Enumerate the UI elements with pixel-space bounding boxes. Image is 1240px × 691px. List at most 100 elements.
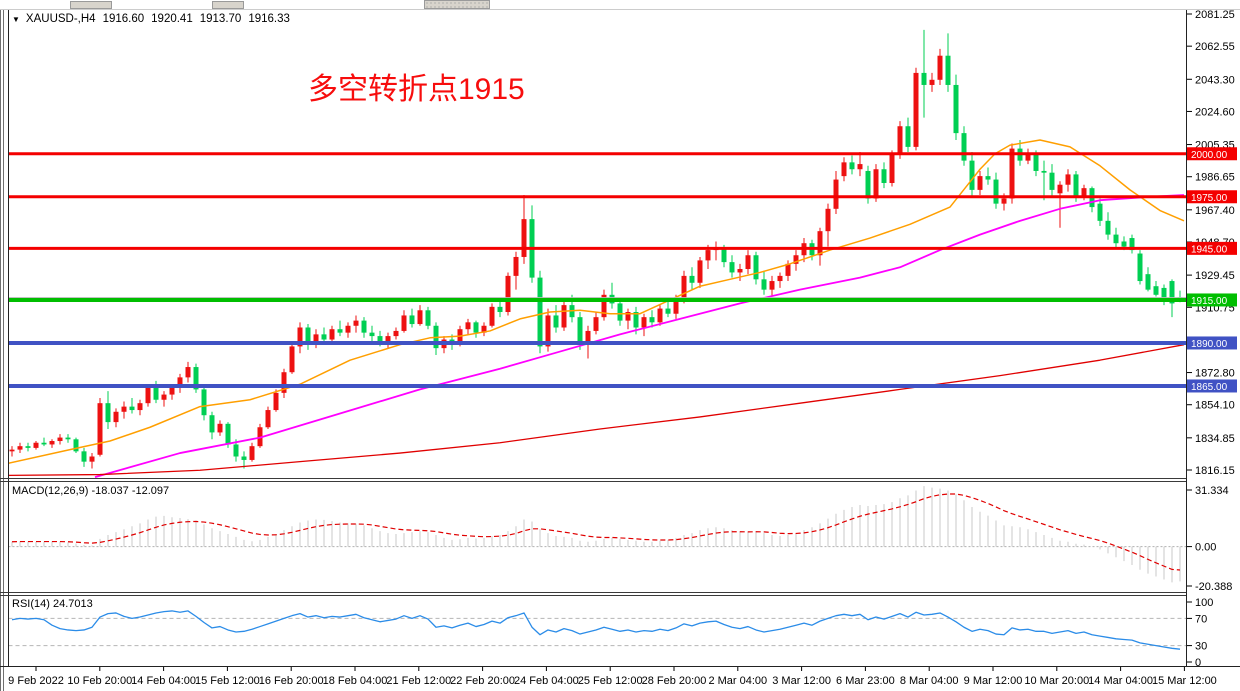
candle-body	[793, 255, 799, 264]
candle-body	[217, 423, 223, 433]
candle-body	[313, 334, 319, 343]
macd-histogram	[11, 486, 1181, 583]
candle-body	[841, 162, 847, 177]
candle-body	[601, 294, 607, 318]
toolbar-fragment[interactable]	[70, 1, 112, 9]
candle-body	[865, 170, 871, 199]
candle-body	[761, 279, 767, 290]
candle-body	[89, 456, 95, 462]
price-tick-label: 1872.80	[1195, 368, 1235, 380]
price-axis[interactable]: 2081.252062.552043.302024.602005.351986.…	[1187, 9, 1237, 669]
candle-body	[913, 72, 919, 147]
candle-body	[145, 387, 151, 404]
candle-body	[345, 325, 351, 333]
candle-body	[681, 275, 687, 299]
time-tick-label: 22 Feb 20:00	[450, 675, 515, 687]
candle-body	[849, 162, 855, 170]
candle-body	[25, 446, 31, 448]
time-tick-label: 25 Feb 12:00	[578, 675, 643, 687]
candle-body	[73, 439, 79, 452]
candle-body	[1065, 174, 1071, 185]
candle-body	[1049, 172, 1055, 190]
candle-body	[233, 444, 239, 457]
candle-body	[1057, 184, 1063, 194]
candle-body	[737, 269, 743, 273]
candle-body	[113, 411, 119, 423]
candle-body	[273, 392, 279, 411]
price-tick-label: 1816.15	[1195, 465, 1235, 477]
candle-body	[833, 179, 839, 209]
candle-body	[161, 394, 167, 400]
candle-body	[977, 176, 983, 190]
main-price-panel[interactable]	[9, 10, 1186, 478]
window-chrome-strip	[0, 0, 1240, 9]
candle-body	[1025, 153, 1031, 161]
candle-body	[1105, 220, 1111, 235]
price-tick-label: 1834.85	[1195, 433, 1235, 445]
toolbar-fragment[interactable]	[424, 0, 490, 9]
ma-mid-line	[94, 194, 1185, 478]
price-tick-label: 2081.25	[1195, 9, 1235, 21]
candle-body	[769, 281, 775, 290]
candle-body	[689, 275, 695, 283]
candle-body	[937, 55, 943, 80]
candle-body	[497, 306, 503, 313]
candle-body	[1033, 153, 1039, 171]
candle-body	[969, 160, 975, 190]
candle-body	[57, 437, 63, 442]
rsi-axis-label: 30	[1195, 641, 1207, 653]
candle-body	[121, 406, 127, 412]
candle-body	[905, 126, 911, 147]
candle-body	[649, 317, 655, 323]
candle-body	[33, 442, 39, 448]
time-tick-label: 6 Mar 23:00	[836, 675, 895, 687]
candle-body	[777, 275, 783, 282]
macd-axis-label: 31.334	[1195, 485, 1229, 497]
candle-body	[385, 336, 391, 343]
candle-body	[697, 260, 703, 283]
candle-body	[17, 446, 23, 450]
candle-body	[897, 126, 903, 154]
time-tick-label: 10 Mar 20:00	[1024, 675, 1089, 687]
candle-body	[1129, 238, 1135, 251]
candle-body	[1161, 287, 1167, 302]
price-tick-label: 1986.65	[1195, 172, 1235, 184]
candle-body	[401, 315, 407, 331]
price-tag-label: 1865.00	[1191, 382, 1228, 393]
time-tick-label: 3 Mar 12:00	[772, 675, 831, 687]
candle-body	[297, 327, 303, 347]
candle-body	[873, 169, 879, 199]
candle-body	[817, 231, 823, 256]
price-tag	[1187, 147, 1237, 161]
candle-body	[729, 262, 735, 273]
open-value: 1916.60	[102, 13, 145, 25]
candle-body	[465, 322, 471, 330]
candle-body	[305, 327, 311, 343]
candle-body	[1145, 274, 1151, 290]
candle-body	[705, 250, 711, 261]
candle-body	[1113, 234, 1119, 244]
candle-body	[921, 72, 927, 85]
price-tag	[1187, 379, 1237, 393]
low-value: 1913.70	[199, 13, 242, 25]
candle-body	[353, 320, 359, 326]
rsi-panel[interactable]	[9, 596, 1186, 666]
time-tick-label: 2 Mar 04:00	[708, 675, 767, 687]
candle-body	[1001, 198, 1007, 204]
price-tick-label: 2062.55	[1195, 41, 1235, 53]
toolbar-fragment[interactable]	[212, 1, 244, 9]
price-tick-label: 1929.45	[1195, 270, 1235, 282]
collapse-chart-icon[interactable]: ▼	[12, 14, 20, 24]
time-tick-label: 16 Feb 20:00	[259, 675, 324, 687]
candle-body	[1009, 148, 1015, 199]
candle-body	[489, 306, 495, 326]
price-tag	[1187, 241, 1237, 255]
candle-body	[673, 298, 679, 314]
rsi-axis-label: 100	[1195, 597, 1213, 609]
candle-body	[169, 387, 175, 395]
candle-body	[945, 55, 951, 85]
rsi-line	[11, 610, 1181, 650]
price-tick-label: 1967.40	[1195, 205, 1235, 217]
